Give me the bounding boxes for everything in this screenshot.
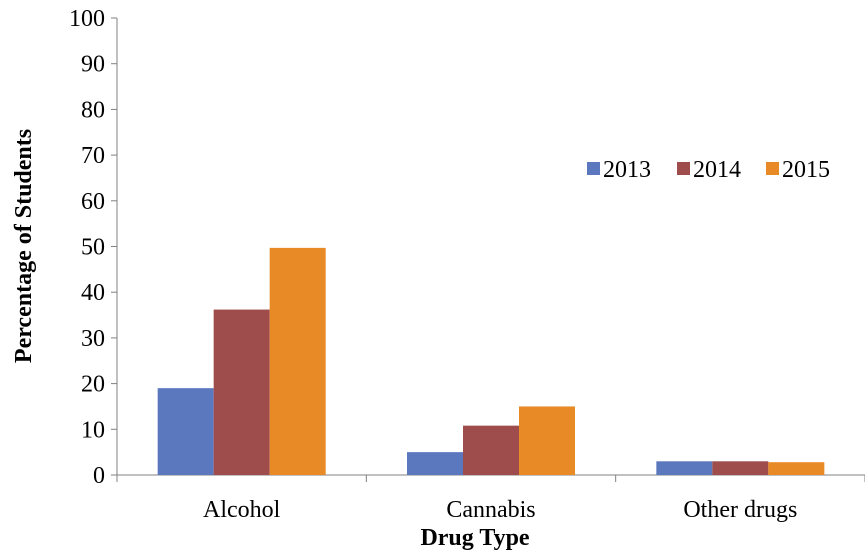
legend-label: 2013 — [603, 157, 651, 183]
y-tick-label: 90 — [81, 52, 105, 78]
bar-2015 — [519, 406, 575, 475]
legend-label: 2014 — [693, 157, 741, 183]
y-tick-label: 80 — [81, 97, 105, 123]
bar-2015 — [269, 247, 326, 475]
y-tick-label: 40 — [81, 280, 105, 306]
legend-swatch-2013 — [587, 162, 600, 175]
y-tick-label: 20 — [81, 372, 105, 398]
bar-2013 — [656, 461, 713, 475]
y-tick-label: 50 — [81, 235, 105, 261]
bar-2014 — [213, 309, 270, 475]
x-axis: Alcohol Cannabis Other drugs — [116, 474, 865, 523]
bars — [157, 247, 825, 475]
category-label: Alcohol — [203, 497, 281, 523]
legend-swatch-2014 — [677, 162, 690, 175]
y-tick-label: 0 — [93, 463, 105, 489]
category-label: Cannabis — [446, 497, 535, 523]
bar-2013 — [407, 452, 463, 475]
y-axis-title: Percentage of Students — [11, 129, 37, 363]
bar-2013 — [157, 388, 214, 475]
y-tick-label: 30 — [81, 326, 105, 352]
category-label: Other drugs — [683, 497, 797, 523]
y-tick-label: 100 — [69, 6, 105, 32]
bar-2014 — [712, 461, 769, 475]
bar-2015 — [768, 462, 825, 475]
x-axis-title: Drug Type — [420, 525, 529, 551]
legend-label: 2015 — [782, 157, 830, 183]
y-tick-label: 10 — [81, 417, 105, 443]
legend-swatch-2015 — [766, 162, 779, 175]
y-axis: 0 10 20 30 40 50 60 70 80 90 100 — [69, 6, 118, 489]
legend: 2013 2014 2015 — [587, 157, 830, 183]
bar-2014 — [463, 425, 519, 475]
y-tick-label: 70 — [81, 143, 105, 169]
y-tick-label: 60 — [81, 189, 105, 215]
